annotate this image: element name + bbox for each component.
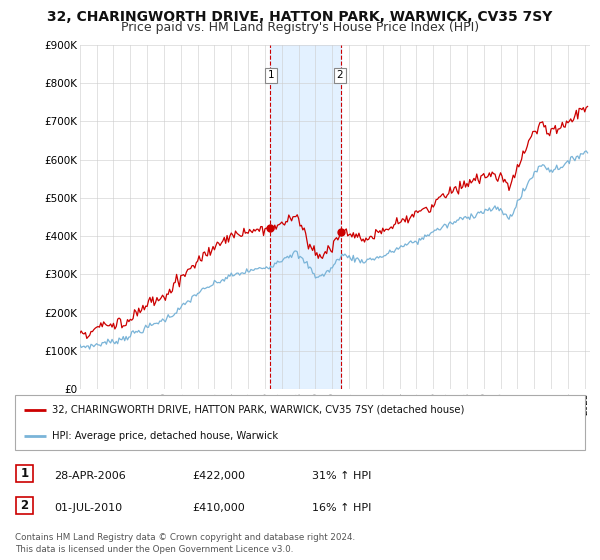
Text: 01-JUL-2010: 01-JUL-2010 bbox=[54, 503, 122, 513]
Text: 2: 2 bbox=[20, 499, 29, 512]
Text: 32, CHARINGWORTH DRIVE, HATTON PARK, WARWICK, CV35 7SY (detached house): 32, CHARINGWORTH DRIVE, HATTON PARK, WAR… bbox=[52, 405, 464, 414]
Text: 16% ↑ HPI: 16% ↑ HPI bbox=[312, 503, 371, 513]
Text: 32, CHARINGWORTH DRIVE, HATTON PARK, WARWICK, CV35 7SY: 32, CHARINGWORTH DRIVE, HATTON PARK, WAR… bbox=[47, 10, 553, 24]
FancyBboxPatch shape bbox=[16, 497, 33, 514]
Text: 28-APR-2006: 28-APR-2006 bbox=[54, 471, 126, 481]
Text: Contains HM Land Registry data © Crown copyright and database right 2024.
This d: Contains HM Land Registry data © Crown c… bbox=[15, 533, 355, 554]
Text: 1: 1 bbox=[268, 71, 274, 81]
Text: Price paid vs. HM Land Registry's House Price Index (HPI): Price paid vs. HM Land Registry's House … bbox=[121, 21, 479, 34]
Text: 1: 1 bbox=[20, 467, 29, 480]
Text: 31% ↑ HPI: 31% ↑ HPI bbox=[312, 471, 371, 481]
Text: £410,000: £410,000 bbox=[192, 503, 245, 513]
Text: £422,000: £422,000 bbox=[192, 471, 245, 481]
Text: 2: 2 bbox=[337, 71, 343, 81]
Bar bbox=[271, 45, 341, 389]
FancyBboxPatch shape bbox=[16, 465, 33, 482]
FancyBboxPatch shape bbox=[15, 395, 585, 450]
Text: HPI: Average price, detached house, Warwick: HPI: Average price, detached house, Warw… bbox=[52, 431, 278, 441]
